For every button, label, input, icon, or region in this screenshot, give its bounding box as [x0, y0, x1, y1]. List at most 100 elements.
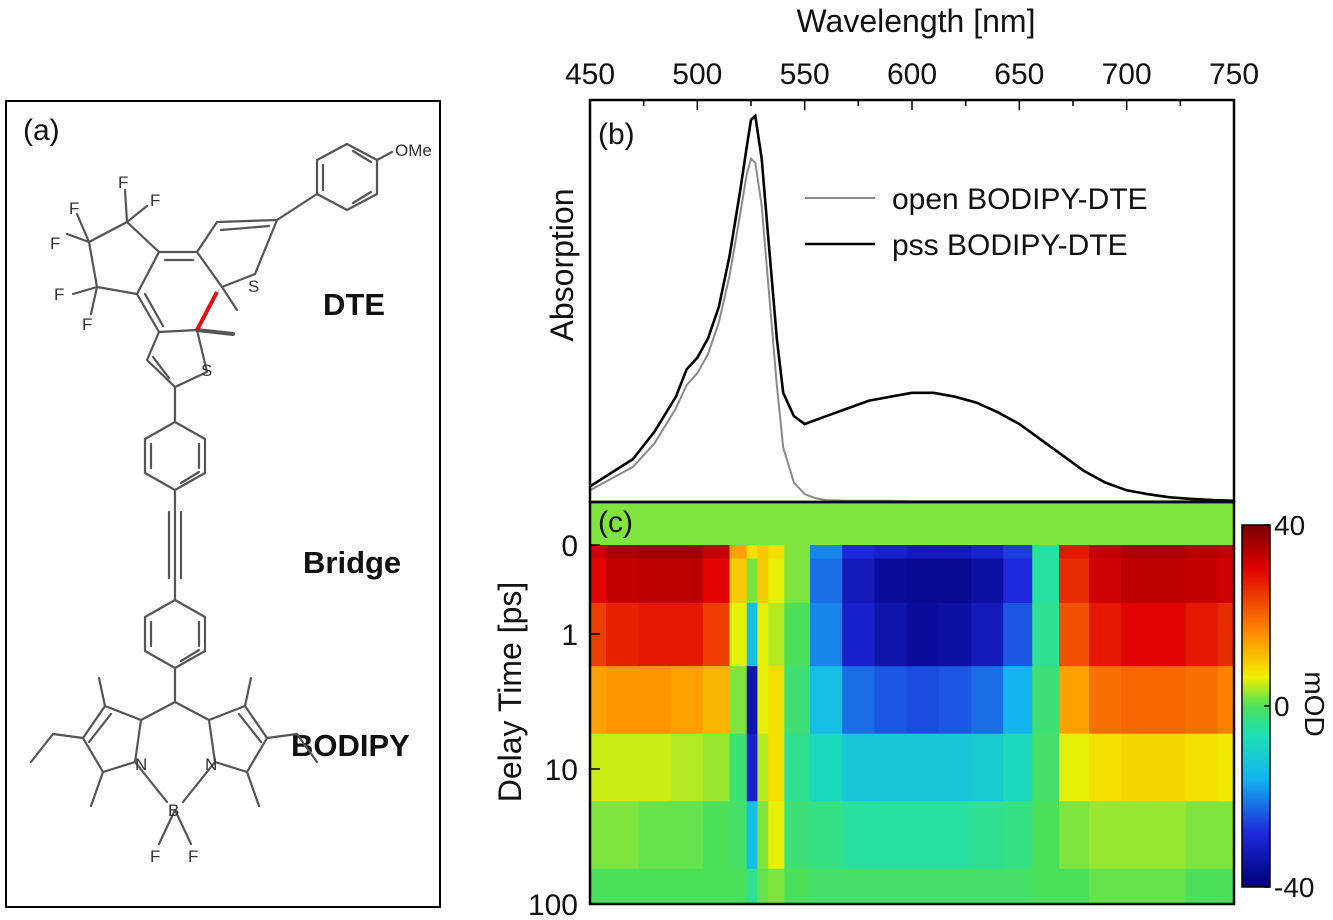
heatmap-cell: [729, 558, 748, 604]
fluorine-label: F: [69, 199, 79, 218]
y-tick-label: 10: [545, 754, 578, 787]
heatmap-cell: [938, 545, 972, 559]
x-tick-label: 750: [1209, 58, 1259, 91]
heatmap-cell: [784, 545, 811, 559]
heatmap-cell: [810, 602, 843, 667]
heatmap-cell: [1059, 801, 1090, 870]
heatmap-cell: [702, 801, 731, 870]
heatmap-cell: [746, 558, 758, 604]
heatmap-cell: [1089, 801, 1122, 870]
heatmap-plot-frame: [588, 500, 1236, 906]
heatmap-cell: [971, 733, 1004, 802]
heatmap-cell: [842, 801, 875, 870]
colorbar-tick-label: 0: [1274, 691, 1290, 722]
heatmap-cell: [1003, 558, 1033, 604]
heatmap-cell: [1003, 666, 1033, 735]
heatmap-cell: [938, 558, 972, 604]
heatmap-cell: [906, 545, 940, 559]
heatmap-cell: [784, 868, 811, 904]
heatmap-cell: [1089, 602, 1122, 667]
heatmap-cell: [757, 666, 769, 735]
nitrogen-label: N: [135, 755, 147, 774]
panel-c-label: (c): [598, 506, 633, 539]
panel-a-label: (a): [23, 114, 60, 147]
heatmap-cell: [590, 801, 607, 870]
legend: open BODIPY-DTE pss BODIPY-DTE: [805, 183, 1148, 262]
segment-label-bodipy: BODIPY: [291, 728, 410, 763]
heatmap-cell: [1059, 733, 1090, 802]
heatmap-cell: [1185, 801, 1219, 870]
heatmap-cell: [1089, 733, 1122, 802]
heatmap-cell: [1153, 602, 1187, 667]
sulfur-label-upper: S: [248, 277, 259, 296]
heatmap-cell: [1121, 602, 1155, 667]
heatmap-cell: [1003, 801, 1033, 870]
sulfur-label-lower: S: [201, 361, 212, 380]
heatmap-cell: [1089, 868, 1122, 904]
heatmap-cell: [971, 666, 1004, 735]
heatmap-cell: [1185, 733, 1219, 802]
heatmap-cell: [638, 666, 672, 735]
x-tick-label: 700: [1102, 58, 1152, 91]
heatmap-cell: [906, 868, 940, 904]
fluorine-label: F: [188, 847, 198, 866]
y-tick-label: 0: [561, 530, 578, 563]
heatmap-cell: [729, 602, 748, 667]
x-tick-label: 650: [994, 58, 1044, 91]
heatmap-cell: [590, 733, 607, 802]
absorption-plot-frame: [588, 98, 1236, 504]
x-tick-label: 450: [565, 58, 615, 91]
heatmap-cell: [638, 545, 672, 559]
heatmap-cell: [938, 602, 972, 667]
heatmap-cell: [971, 545, 1004, 559]
heatmap-cell: [670, 801, 704, 870]
heatmap-cell: [606, 733, 639, 802]
heatmap-cell: [810, 558, 843, 604]
heatmap-cell: [729, 733, 748, 802]
heatmap-cell: [746, 545, 758, 559]
heatmap-cell: [842, 666, 875, 735]
heatmap-cell: [1089, 545, 1122, 559]
heatmap-cell: [1121, 801, 1155, 870]
heatmap-cell: [842, 602, 875, 667]
heatmap-cell: [746, 666, 758, 735]
heatmap-cell: [768, 602, 785, 667]
heatmap-cell: [810, 666, 843, 735]
heatmap-cell: [1217, 666, 1234, 735]
heatmap-cell: [729, 801, 748, 870]
heatmap-cell: [638, 801, 672, 870]
heatmap-cell: [810, 801, 843, 870]
heatmap-cell: [670, 558, 704, 604]
x-tick-label: 600: [887, 58, 937, 91]
heatmap-cell: [1217, 558, 1234, 604]
heatmap-cell: [906, 666, 940, 735]
heatmap-cell: [590, 868, 607, 904]
heatmap-cell: [938, 666, 972, 735]
y-tick-label: 100: [528, 889, 578, 920]
ring-closing-bond: [195, 291, 219, 331]
heatmap-cell: [971, 558, 1004, 604]
heatmap-cell: [1121, 733, 1155, 802]
legend-entry: open BODIPY-DTE: [892, 183, 1148, 216]
heatmap-cell: [1003, 868, 1033, 904]
heatmap-cell: [874, 666, 908, 735]
heatmap-cell: [1121, 558, 1155, 604]
colorbar-tick-label: -40: [1274, 872, 1314, 903]
heatmap-cell: [590, 558, 607, 604]
heatmap-cell: [1089, 666, 1122, 735]
fluorine-label: F: [118, 173, 128, 192]
heatmap-cell: [757, 558, 769, 604]
heatmap-cell: [784, 801, 811, 870]
heatmap-cell: [810, 868, 843, 904]
heatmap-cell: [938, 733, 972, 802]
heatmap-cell: [906, 558, 940, 604]
heatmap-cell: [842, 558, 875, 604]
heatmap-cell: [670, 733, 704, 802]
heatmap-cell: [702, 868, 731, 904]
heatmap-cell: [606, 801, 639, 870]
segment-label-bridge: Bridge: [303, 545, 402, 580]
y-tick-label: 1: [561, 619, 578, 652]
heatmap-cell: [638, 733, 672, 802]
segment-label-dte: DTE: [323, 287, 385, 322]
heatmap-cell: [842, 868, 875, 904]
